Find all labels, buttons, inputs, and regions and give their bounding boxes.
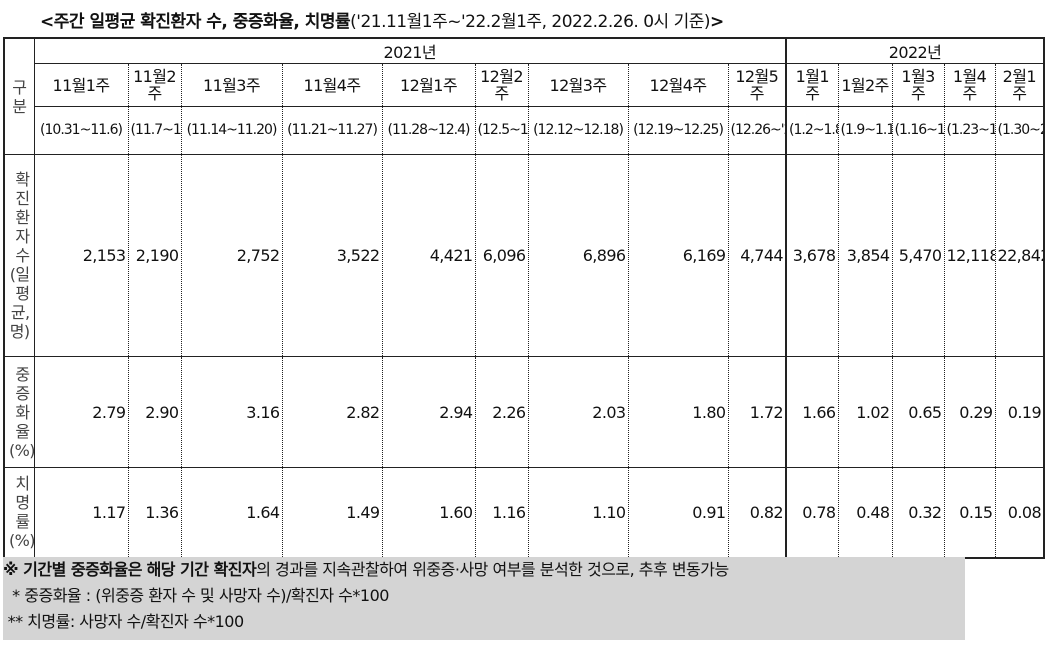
- value-cell: 1.17: [33, 467, 129, 558]
- period-cell: (11.14~11.20): [180, 106, 283, 155]
- period-cell: (1.23~1.29): [943, 106, 996, 155]
- week-cell: 12월1주: [381, 63, 476, 107]
- data-row: 치명률(%) 1.17 1.36 1.64 1.49 1.60 1.16 1.10 0.91 0.…: [3, 467, 1045, 558]
- year-row: 구분 2021년 2022년: [3, 37, 1045, 155]
- value-cell: 1.02: [837, 356, 893, 468]
- corner-cell: 구분: [3, 37, 35, 155]
- value-cell: 1.60: [381, 467, 476, 558]
- week-cell: 1월2주: [837, 63, 893, 107]
- value-cell: 1.72: [727, 356, 787, 468]
- value-cell: 0.82: [727, 467, 787, 558]
- title-bold: <주간 일평균 확진환자 수, 중증화율, 치명률: [40, 12, 351, 32]
- value-cell: 0.19: [994, 356, 1045, 468]
- row-label: 확진환자수(일평균,명): [3, 154, 35, 357]
- value-cell: 3,678: [785, 154, 839, 357]
- value-cell: 4,421: [381, 154, 476, 357]
- period-cell: (12.5~12.11): [474, 106, 529, 155]
- value-cell: 4,744: [727, 154, 787, 357]
- value-cell: 0.32: [891, 467, 945, 558]
- week-cell: 1월4주: [943, 63, 996, 107]
- period-row: (10.31~11.6)(11.7~11.13)(11.14~11.20)(11…: [4, 106, 1045, 155]
- value-cell: 22,842: [994, 154, 1045, 357]
- title-normal: ('21.11월1주~'22.2월1주, 2022.2.26. 0시 기준): [350, 12, 710, 32]
- value-cell: 5,470: [891, 154, 945, 357]
- value-cell: 3.16: [180, 356, 283, 468]
- value-cell: 2.90: [127, 356, 182, 468]
- value-cell: 0.91: [627, 467, 729, 558]
- period-cell: (12.12~12.18): [527, 106, 629, 155]
- value-cell: 1.36: [127, 467, 182, 558]
- period-cell: (11.21~11.27): [281, 106, 383, 155]
- value-cell: 1.16: [474, 467, 529, 558]
- week-row: 11월1주 11월2주 11월3주 11월4주 12월1주 12월2주 12월3주 12월4주…: [4, 63, 1045, 107]
- note-line: ** 치명률: 사망자 수/확진자 수*100: [3, 609, 965, 635]
- value-cell: 2.82: [281, 356, 383, 468]
- value-cell: 0.08: [994, 467, 1045, 558]
- value-cell: 0.78: [785, 467, 839, 558]
- title-end: >: [709, 12, 724, 32]
- period-cell: (1.16~1.22): [891, 106, 945, 155]
- note-line: * 중증화율 : (위중증 환자 수 및 사망자 수)/확진자 수*100: [3, 583, 965, 609]
- week-cell: 12월3주: [527, 63, 629, 107]
- value-cell: 2.03: [527, 356, 629, 468]
- value-cell: 2.94: [381, 356, 476, 468]
- period-cell: (11.28~12.4): [381, 106, 476, 155]
- period-cell: (10.31~11.6): [33, 106, 129, 155]
- title: <주간 일평균 확진환자 수, 중증화율, 치명률('21.11월1주~'22.…: [40, 7, 724, 32]
- period-cell: (1.9~1.15): [837, 106, 893, 155]
- period-cell: (11.7~11.13): [127, 106, 182, 155]
- value-cell: 0.65: [891, 356, 945, 468]
- row-label: 중증화율(%): [3, 356, 35, 468]
- year-cell: 2022년: [785, 37, 1045, 64]
- week-cell: 1월1주: [785, 63, 839, 107]
- value-cell: 3,522: [281, 154, 383, 357]
- note-text: ** 치명률: 사망자 수/확진자 수*100: [3, 612, 245, 631]
- value-cell: 12,118: [943, 154, 996, 357]
- data-row: 중증화율(%) 2.79 2.90 3.16 2.82 2.94 2.26 2.03 1.80 1…: [3, 356, 1045, 468]
- value-cell: 0.48: [837, 467, 893, 558]
- value-cell: 1.10: [527, 467, 629, 558]
- week-cell: 12월5주: [727, 63, 787, 107]
- note-text: 해당 기간 확진자: [146, 560, 257, 579]
- week-cell: 12월4주: [627, 63, 729, 107]
- value-cell: 0.15: [943, 467, 996, 558]
- week-cell: 11월3주: [180, 63, 283, 107]
- value-cell: 1.80: [627, 356, 729, 468]
- value-cell: 2,153: [33, 154, 129, 357]
- data-table: 구분 2021년 2022년 11월1주 11월2주 11월3주 11월4주 12월1주 12월…: [3, 37, 1046, 559]
- period-cell: (12.19~12.25): [627, 106, 729, 155]
- period-cell: (1.30~2.5): [994, 106, 1045, 155]
- value-cell: 2.79: [33, 356, 129, 468]
- value-cell: 2,752: [180, 154, 283, 357]
- week-cell: 11월1주: [33, 63, 129, 107]
- note-text: 의 경과를 지속관찰하여 위중증·사망 여부를 분석한 것으로, 추후 변동가능: [256, 560, 729, 579]
- value-cell: 3,854: [837, 154, 893, 357]
- value-cell: 0.29: [943, 356, 996, 468]
- period-cell: (12.26~'22.1.1): [727, 106, 787, 155]
- value-cell: 2.26: [474, 356, 529, 468]
- value-cell: 6,096: [474, 154, 529, 357]
- week-cell: 2월1주: [994, 63, 1045, 107]
- note-line: ※ 기간별 중증화율은 해당 기간 확진자의 경과를 지속관찰하여 위중증·사망…: [3, 557, 965, 583]
- week-cell: 12월2주: [474, 63, 529, 107]
- note-text: * 중증화율 : (위중증 환자 수 및 사망자 수)/확진자 수*100: [3, 586, 389, 605]
- note-text: ※ 기간별 중증화율은: [3, 560, 142, 579]
- value-cell: 1.66: [785, 356, 839, 468]
- year-cell: 2021년: [33, 37, 787, 64]
- value-cell: 1.49: [281, 467, 383, 558]
- value-cell: 2,190: [127, 154, 182, 357]
- period-cell: (1.2~1.8): [785, 106, 839, 155]
- data-row: 확진환자수(일평균,명) 2,153 2,190 2,752 3,522 4,421 6,0…: [3, 154, 1045, 357]
- week-cell: 11월4주: [281, 63, 383, 107]
- week-cell: 1월3주: [891, 63, 945, 107]
- notes: ※ 기간별 중증화율은 해당 기간 확진자의 경과를 지속관찰하여 위중증·사망…: [3, 557, 965, 640]
- week-cell: 11월2주: [127, 63, 182, 107]
- row-label: 치명률(%): [3, 467, 35, 558]
- value-cell: 1.64: [180, 467, 283, 558]
- value-cell: 6,169: [627, 154, 729, 357]
- value-cell: 6,896: [527, 154, 629, 357]
